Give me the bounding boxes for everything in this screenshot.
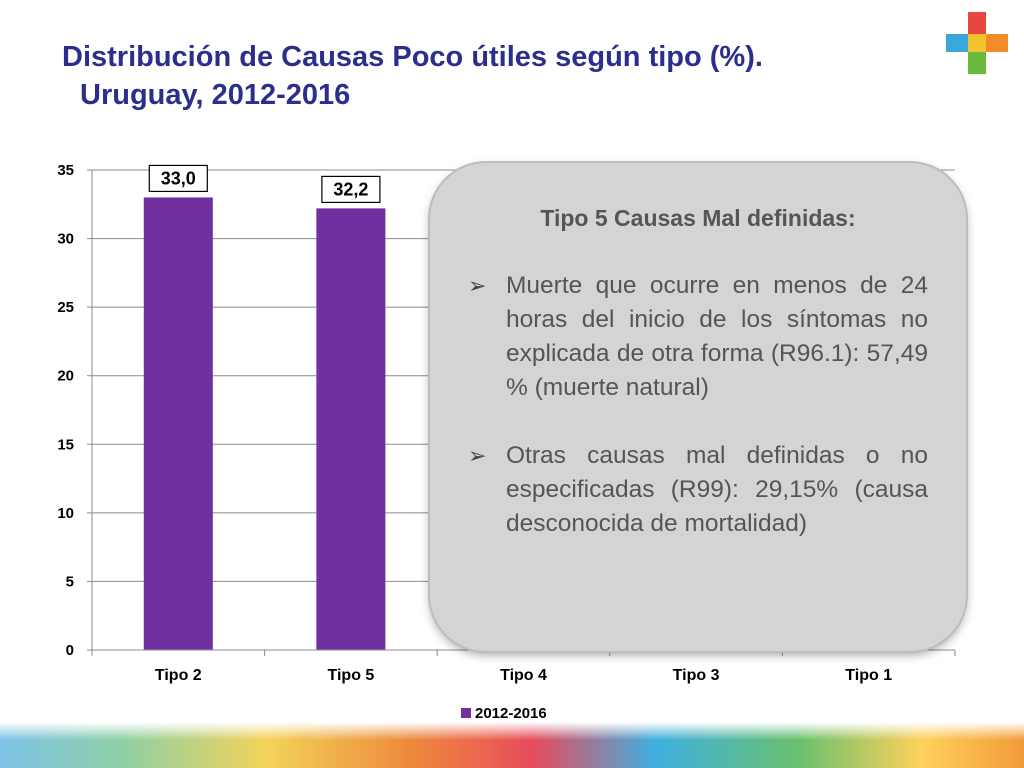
x-tick-label: Tipo 5	[327, 667, 374, 684]
y-tick-label: 5	[66, 573, 74, 590]
data-label-box	[148, 164, 208, 193]
decorative-footer-band	[0, 722, 1024, 768]
y-tick-label: 15	[57, 436, 74, 453]
arrow-bullet-icon: ➢	[468, 273, 487, 298]
callout-item: ➢ Otras causas mal definidas o no especi…	[468, 439, 928, 541]
y-axis: 0 5 10 15 20 25 30 35	[57, 162, 93, 659]
bar	[143, 197, 213, 650]
y-tick-label: 35	[57, 162, 74, 179]
bar	[316, 208, 386, 650]
x-tick-label: Tipo 1	[845, 667, 892, 684]
callout-list: ➢ Muerte que ocurre en menos de 24 horas…	[468, 269, 928, 541]
y-tick-label: 10	[57, 505, 74, 522]
slide-title: Distribución de Causas Poco útiles según…	[62, 38, 922, 114]
data-label: 32,2	[333, 179, 368, 199]
y-tick-label: 20	[57, 368, 74, 385]
arrow-bullet-icon: ➢	[468, 443, 487, 468]
slide-title-line1: Distribución de Causas Poco útiles según…	[62, 41, 763, 73]
chart-legend: 2012-2016	[461, 705, 547, 722]
callout-item: ➢ Muerte que ocurre en menos de 24 horas…	[468, 269, 928, 405]
slide-title-line2: Uruguay, 2012-2016	[80, 79, 351, 111]
y-tick-label: 0	[66, 642, 74, 659]
x-tick-label: Tipo 4	[500, 667, 547, 684]
health-cross-logo-icon	[946, 12, 1008, 74]
callout-heading: Tipo 5 Causas Mal definidas:	[540, 205, 856, 231]
y-tick-label: 30	[57, 231, 74, 248]
callout-item-text: Otras causas mal definidas o no especifi…	[506, 442, 928, 537]
definition-callout: Tipo 5 Causas Mal definidas: ➢ Muerte qu…	[430, 163, 966, 651]
data-label-box	[321, 175, 381, 203]
legend-swatch	[461, 708, 471, 718]
chart-bars: 33,0 32,2	[143, 164, 386, 650]
x-tick-label: Tipo 2	[155, 667, 202, 684]
y-tick-label: 25	[57, 299, 74, 316]
x-tick-label: Tipo 3	[673, 667, 720, 684]
legend-label: 2012-2016	[475, 705, 547, 722]
x-axis: Tipo 2 Tipo 5 Tipo 4 Tipo 3 Tipo 1	[91, 649, 956, 684]
callout-item-text: Muerte que ocurre en menos de 24 horas d…	[506, 272, 928, 401]
data-label: 33,0	[161, 168, 196, 188]
